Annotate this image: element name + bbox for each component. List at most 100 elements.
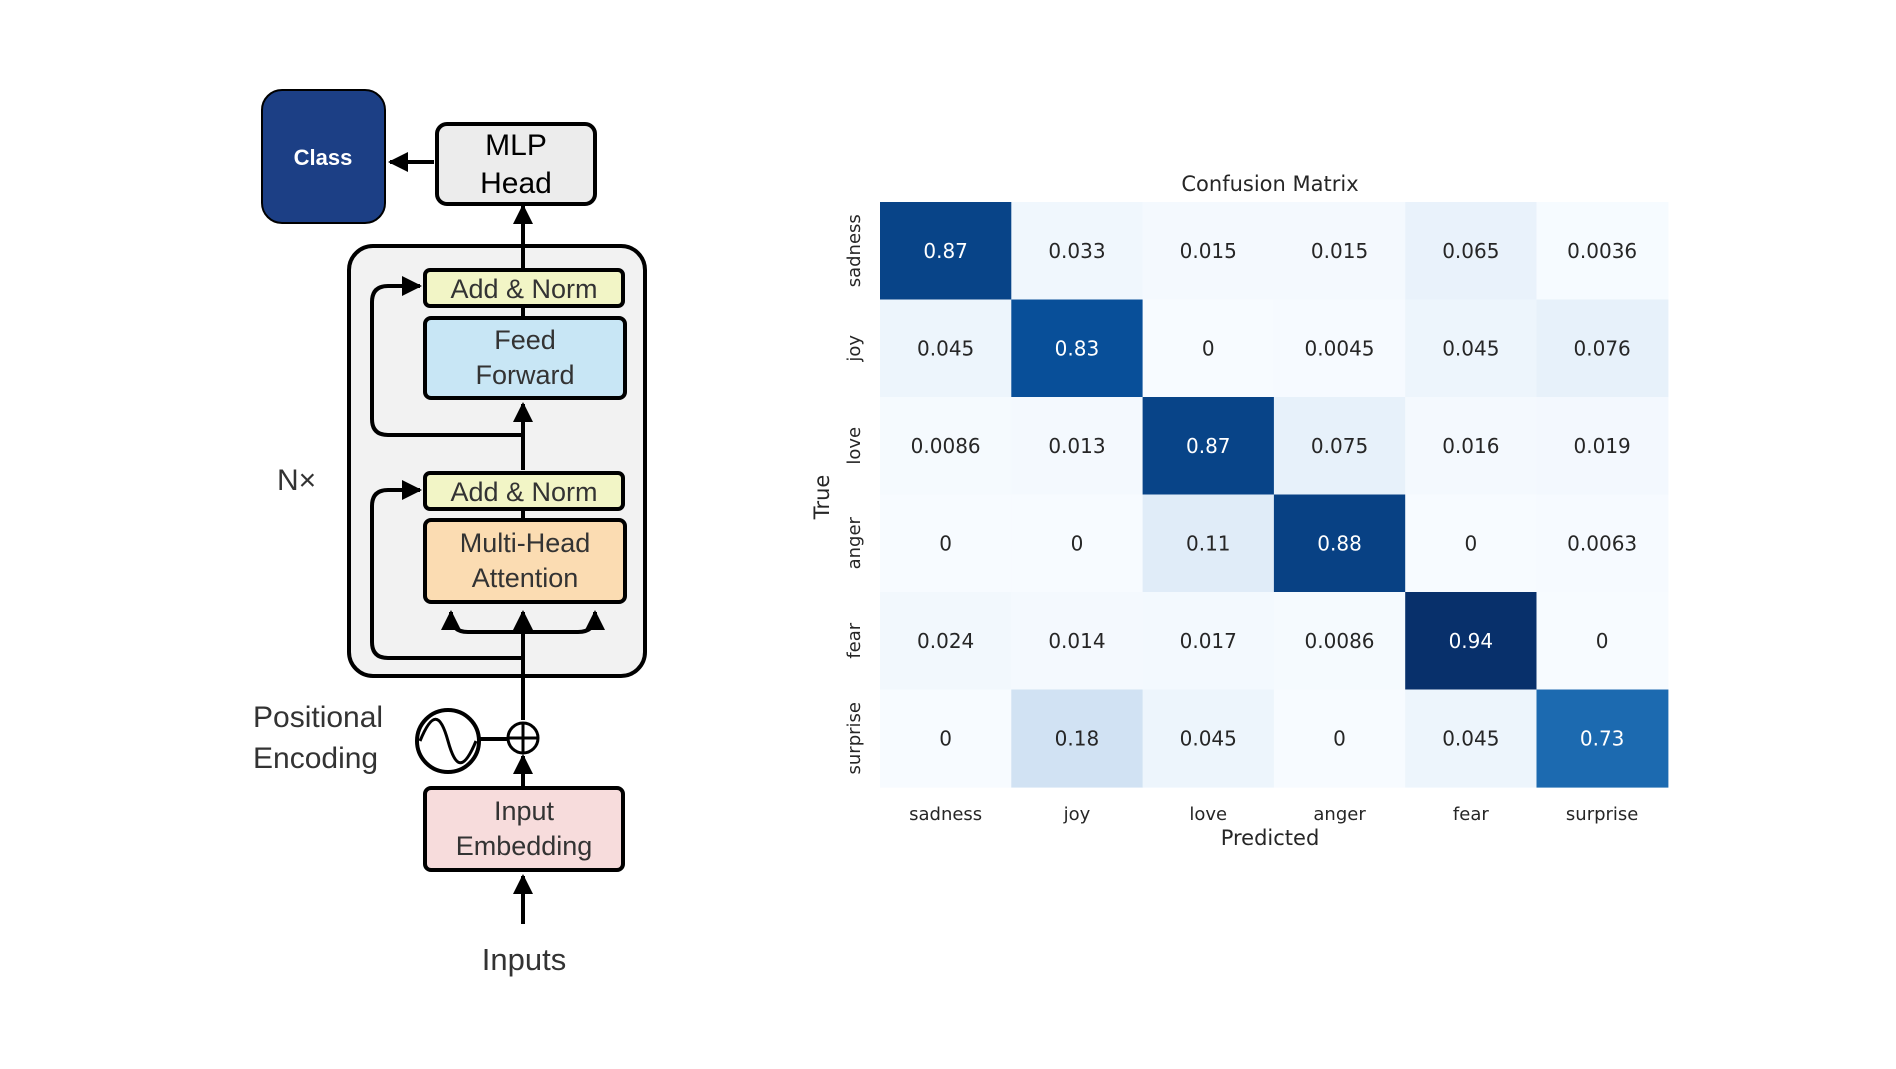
- attention-fan-right: [523, 610, 605, 634]
- heatmap-cell-value: 0.11: [1186, 531, 1231, 555]
- heatmap-cell-sadness-love: [1142, 202, 1275, 301]
- x-tick-label-surprise: surprise: [1566, 804, 1638, 825]
- heatmap-cell-surprise-anger: [1273, 689, 1406, 788]
- positional-encoding-label-line2: Encoding: [253, 742, 378, 775]
- add-norm-bottom-box: [423, 471, 625, 511]
- multi-head-attention-label-line2: Attention: [472, 563, 579, 593]
- heatmap-cell-love-sadness: [880, 397, 1012, 496]
- heatmap-cell-value: 0.83: [1055, 336, 1100, 360]
- heatmap-cells: 0.87 0.033 0.015 0.015 0.065 0.0036 0.045 0.83 0…: [880, 202, 1669, 788]
- mlp-head-label-line2: Head: [480, 167, 552, 200]
- heatmap-cell-value: 0.019: [1574, 434, 1631, 458]
- heatmap-cell-sadness-anger: [1273, 202, 1406, 301]
- heatmap-cell-anger-surprise: [1536, 494, 1669, 593]
- heatmap-cell-surprise-surprise: [1536, 689, 1669, 788]
- y-tick-label-sadness: sadness: [844, 214, 865, 287]
- positional-encoding-label-line1: Positional: [253, 701, 383, 734]
- heatmap-cell-value: 0.87: [1186, 434, 1231, 458]
- positional-encoding-wave-icon: [415, 708, 481, 774]
- heatmap-cell-value: 0.0086: [911, 434, 981, 458]
- heatmap-cell-value: 0.88: [1317, 531, 1362, 555]
- heatmap-cell-anger-sadness: [880, 494, 1012, 593]
- y-tick-label-joy: joy: [844, 335, 865, 363]
- heatmap-cell-fear-joy: [1011, 592, 1144, 691]
- heatmap-cell-value: 0.0045: [1305, 336, 1375, 360]
- heatmap-cell-value: 0.87: [923, 239, 968, 263]
- multi-head-attention-box: [423, 518, 627, 604]
- heatmap-cell-anger-joy: [1011, 494, 1144, 593]
- confusion-matrix: Confusion Matrix 0.87 0.033 0.015 0.015 0.06…: [810, 172, 1669, 850]
- heatmap-cell-value: 0.045: [1442, 726, 1499, 750]
- heatmap-cell-anger-fear: [1405, 494, 1538, 593]
- transformer-diagram: Class MLP Head Add & Norm Feed Forward A…: [253, 89, 647, 977]
- y-axis-label: True: [810, 475, 834, 521]
- heatmap-cell-value: 0: [1596, 629, 1609, 653]
- heatmap-cell-value: 0.065: [1442, 239, 1499, 263]
- heatmap-cell-sadness-surprise: [1536, 202, 1669, 301]
- heatmap-cell-sadness-joy: [1011, 202, 1144, 301]
- heatmap-cell-value: 0.045: [1180, 726, 1237, 750]
- x-tick-labels: sadness joy love anger fear surprise: [909, 804, 1638, 825]
- heatmap-cell-value: 0.94: [1449, 629, 1494, 653]
- heatmap-cell-anger-anger: [1273, 494, 1406, 593]
- x-axis-label: Predicted: [1221, 826, 1320, 850]
- x-tick-label-sadness: sadness: [909, 804, 982, 825]
- heatmap-cell-joy-love: [1142, 299, 1275, 398]
- heatmap-cell-value: 0: [939, 531, 952, 555]
- heatmap-cell-sadness-fear: [1405, 202, 1538, 301]
- class-label: Class: [294, 145, 353, 170]
- heatmap-cell-surprise-fear: [1405, 689, 1538, 788]
- attention-fan-left: [441, 610, 523, 634]
- heatmap-cell-love-fear: [1405, 397, 1538, 496]
- heatmap-cell-fear-fear: [1405, 592, 1538, 691]
- heatmap-cell-anger-love: [1142, 494, 1275, 593]
- y-tick-labels: sadness joy love anger fear surprise: [844, 214, 865, 774]
- feed-forward-label-line1: Feed: [494, 325, 556, 355]
- heatmap-cell-surprise-sadness: [880, 689, 1012, 788]
- mlp-head-box: [435, 122, 597, 206]
- heatmap-cell-joy-joy: [1011, 299, 1144, 398]
- heatmap-cell-value: 0.033: [1048, 239, 1105, 263]
- add-plus-icon: [506, 721, 540, 755]
- heatmap-cell-value: 0.014: [1048, 629, 1105, 653]
- heatmap-cell-value: 0: [1464, 531, 1477, 555]
- add-norm-bottom-label: Add & Norm: [450, 477, 597, 507]
- x-tick-label-joy: joy: [1063, 804, 1091, 825]
- heatmap-cell-surprise-joy: [1011, 689, 1144, 788]
- heatmap-cell-value: 0.0086: [1305, 629, 1375, 653]
- heatmap-cell-value: 0: [1071, 531, 1084, 555]
- mlp-head-label-line1: MLP: [485, 129, 547, 162]
- inputs-label: Inputs: [482, 942, 566, 977]
- heatmap-cell-sadness-sadness: [880, 202, 1012, 301]
- heatmap-cell-value: 0.0036: [1567, 239, 1637, 263]
- y-tick-label-love: love: [844, 427, 865, 465]
- residual-bottom: [370, 480, 523, 660]
- heatmap-cell-fear-surprise: [1536, 592, 1669, 691]
- x-tick-label-anger: anger: [1313, 804, 1366, 825]
- encoder-block: [347, 244, 647, 678]
- heatmap-cell-value: 0.075: [1311, 434, 1368, 458]
- y-tick-label-fear: fear: [844, 622, 865, 658]
- multi-head-attention-label-line1: Multi-Head: [460, 528, 591, 558]
- heatmap-cell-fear-love: [1142, 592, 1275, 691]
- heatmap-cell-value: 0.045: [917, 336, 974, 360]
- x-tick-label-love: love: [1189, 804, 1227, 825]
- heatmap-cell-surprise-love: [1142, 689, 1275, 788]
- nx-label: N×: [277, 464, 316, 497]
- x-tick-label-fear: fear: [1453, 804, 1489, 825]
- residual-top: [370, 276, 523, 437]
- y-tick-label-anger: anger: [844, 516, 865, 569]
- heatmap-cell-joy-surprise: [1536, 299, 1669, 398]
- heatmap-cell-value: 0: [1202, 336, 1215, 360]
- heatmap-cell-value: 0.017: [1180, 629, 1237, 653]
- input-embedding-label-line1: Input: [494, 796, 555, 826]
- heatmap-cell-love-surprise: [1536, 397, 1669, 496]
- heatmap-cell-fear-anger: [1273, 592, 1406, 691]
- heatmap-cell-value: 0.015: [1311, 239, 1368, 263]
- input-embedding-box: [423, 786, 625, 872]
- heatmap-cell-value: 0.0063: [1567, 531, 1637, 555]
- heatmap-cell-value: 0.18: [1055, 726, 1100, 750]
- class-box: [261, 89, 386, 224]
